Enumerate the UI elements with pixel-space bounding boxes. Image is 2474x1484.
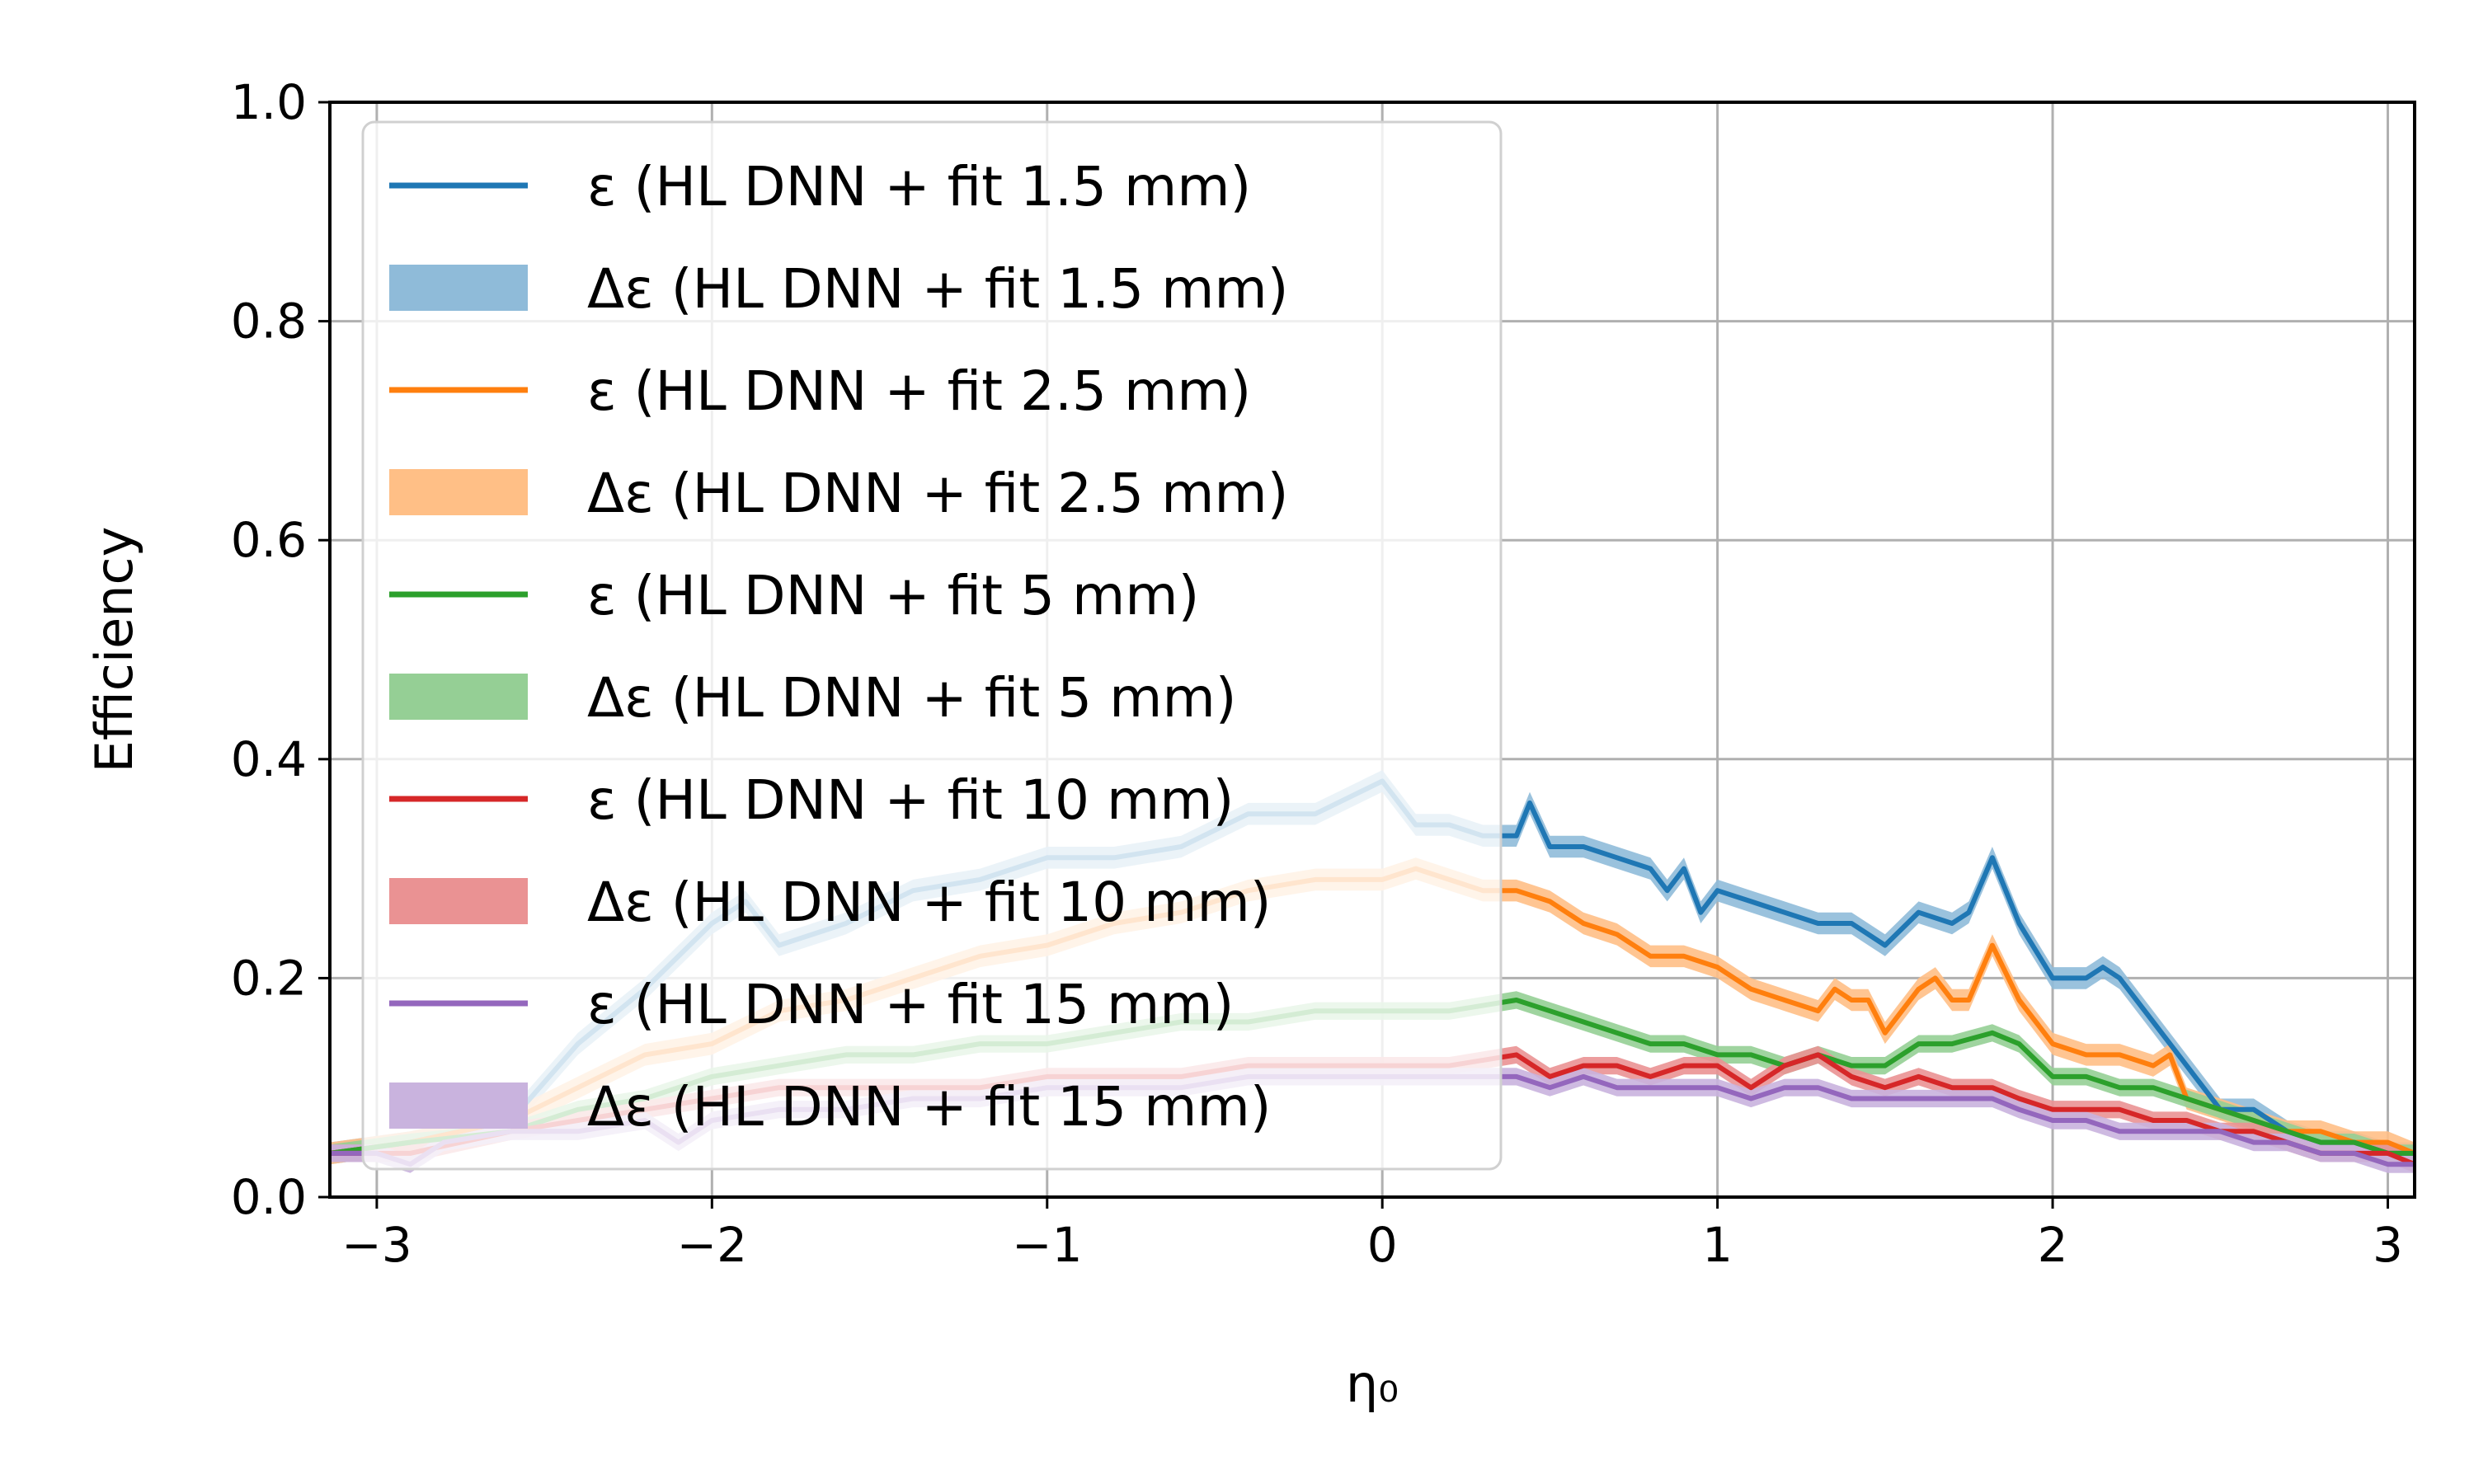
legend-label-8: ε (HL DNN + fit 15 mm): [587, 973, 1234, 1036]
legend-label-7: Δε (HL DNN + fit 10 mm): [587, 871, 1271, 934]
series-band-3: [330, 1045, 2415, 1173]
legend: ε (HL DNN + fit 1.5 mm) Δε (HL DNN + fit …: [361, 120, 1503, 1171]
x-tick-label-6: 3: [2373, 1217, 2403, 1273]
y-tick-label-4: 0.8: [231, 294, 307, 350]
legend-swatch-3: [389, 469, 528, 515]
x-tick-label-4: 1: [1702, 1217, 1733, 1273]
legend-swatch-5: [389, 674, 528, 720]
y-axis-label: Efficiency: [84, 527, 144, 773]
legend-label-5: Δε (HL DNN + fit 5 mm): [587, 666, 1237, 730]
legend-label-4: ε (HL DNN + fit 5 mm): [587, 564, 1199, 627]
series-band-4: [330, 1068, 2415, 1173]
x-tick-label-1: −2: [677, 1217, 748, 1273]
legend-swatch-9: [389, 1082, 528, 1129]
legend-label-3: Δε (HL DNN + fit 2.5 mm): [587, 462, 1288, 525]
legend-box: [361, 120, 1503, 1171]
plot-frame: [328, 101, 2416, 1199]
x-tick-label-2: −1: [1012, 1217, 1083, 1273]
x-tick-label-5: 2: [2038, 1217, 2068, 1273]
y-tick-label-3: 0.6: [231, 512, 307, 568]
legend-label-9: Δε (HL DNN + fit 15 mm): [587, 1075, 1271, 1139]
x-axis-label: η₀: [1346, 1354, 1399, 1414]
y-tick-label-5: 1.0: [231, 74, 307, 130]
axis-ticks: −3 −2 −1 0 1 2 3 0.0 0.2 0.4 0.6 0.8 1.0: [231, 74, 2403, 1273]
legend-label-1: Δε (HL DNN + fit 1.5 mm): [587, 257, 1288, 321]
legend-label-6: ε (HL DNN + fit 10 mm): [587, 768, 1234, 832]
legend-swatch-1: [389, 265, 528, 311]
legend-label-2: ε (HL DNN + fit 2.5 mm): [587, 359, 1251, 423]
x-tick-label-0: −3: [341, 1217, 412, 1273]
y-tick-label-2: 0.4: [231, 731, 307, 787]
y-tick-label-0: 0.0: [231, 1169, 307, 1225]
y-tick-label-1: 0.2: [231, 950, 307, 1006]
x-tick-label-3: 0: [1367, 1217, 1398, 1273]
legend-label-0: ε (HL DNN + fit 1.5 mm): [587, 155, 1251, 218]
legend-swatch-7: [389, 878, 528, 924]
